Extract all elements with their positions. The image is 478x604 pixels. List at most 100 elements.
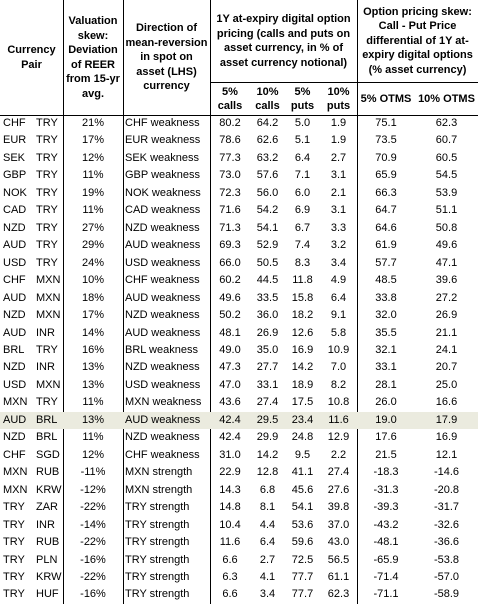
valuation-skew: -16% <box>80 553 106 566</box>
base-currency: MXN <box>3 483 28 496</box>
call-5: 47.0 <box>219 378 241 391</box>
call-10: 12.8 <box>256 466 279 479</box>
valuation-skew: 12% <box>81 448 105 461</box>
table-row: AUD BRL 13% AUD weakness 42.4 29.5 23.4 11.6 19.… <box>0 411 478 430</box>
put-5: 7.1 <box>294 169 311 182</box>
base-currency: AUD <box>3 291 27 304</box>
otms-5: 48.5 <box>375 274 397 287</box>
base-currency: NOK <box>3 186 27 199</box>
otms-5: 32.1 <box>375 343 397 356</box>
valuation-skew: -16% <box>80 588 106 601</box>
call-10: 52.9 <box>256 239 279 252</box>
otms-10: -20.8 <box>433 483 460 496</box>
put-10: 10.8 <box>327 396 350 409</box>
call-5: 31.0 <box>219 448 241 461</box>
otms-10: 26.9 <box>435 309 458 322</box>
call-5: 66.0 <box>219 256 241 269</box>
valuation-skew: 27% <box>81 221 105 234</box>
direction: CHF weakness <box>125 117 200 129</box>
table-row: AUD INR 14% AUD weakness 48.1 26.9 12.6 5.8 35.5… <box>0 325 478 342</box>
quote-currency: KRW <box>36 570 62 583</box>
valuation-skew: 12% <box>81 151 105 164</box>
valuation-skew: 13% <box>81 413 105 426</box>
otms-10: -53.8 <box>433 553 460 566</box>
otms-10: -14.6 <box>433 466 460 479</box>
header-pricing-column: 5% puts <box>290 85 315 113</box>
put-10: 3.4 <box>330 256 347 269</box>
otms-10: 51.1 <box>435 204 458 217</box>
quote-currency: MXN <box>36 274 61 287</box>
valuation-skew: 11% <box>82 396 104 409</box>
call-10: 14.2 <box>256 448 279 461</box>
otms-10: 54.5 <box>435 169 458 182</box>
put-5: 11.8 <box>292 274 313 287</box>
table-row: NOK TRY 19% NOK weakness 72.3 56.0 6.0 2.1 66.3 5… <box>0 185 478 202</box>
put-10: 11.6 <box>328 413 349 426</box>
put-10: 3.2 <box>330 239 347 252</box>
otms-10: 49.6 <box>435 239 458 252</box>
put-10: 1.9 <box>330 134 347 147</box>
base-currency: AUD <box>3 239 27 252</box>
otms-5: 70.9 <box>375 151 397 164</box>
header-divider <box>0 115 478 116</box>
valuation-skew: 11% <box>82 431 104 444</box>
call-10: 2.7 <box>259 553 276 566</box>
valuation-skew: 19% <box>81 186 105 199</box>
quote-currency: TRY <box>36 256 58 269</box>
put-5: 12.6 <box>291 326 314 339</box>
put-5: 6.9 <box>294 204 311 217</box>
direction: CHF weakness <box>125 448 200 461</box>
put-10: 12.9 <box>327 431 350 444</box>
direction: NZD weakness <box>125 309 200 322</box>
otms-10: -58.9 <box>433 588 460 601</box>
table-row: CHF SGD 12% CHF weakness 31.0 14.2 9.5 2.2 21.5 1… <box>0 447 478 464</box>
call-10: 4.1 <box>259 570 276 583</box>
base-currency: CAD <box>3 204 27 217</box>
quote-currency: RUB <box>36 466 60 479</box>
call-10: 33.5 <box>256 291 279 304</box>
call-10: 63.2 <box>256 151 279 164</box>
call-10: 35.0 <box>256 343 279 356</box>
otms-10: 24.1 <box>435 343 458 356</box>
direction: MXN strength <box>125 483 193 496</box>
call-5: 72.3 <box>219 186 241 199</box>
call-10: 33.1 <box>256 378 279 391</box>
put-10: 56.5 <box>327 553 350 566</box>
put-5: 72.5 <box>291 553 314 566</box>
call-5: 50.2 <box>219 309 241 322</box>
valuation-skew: 11% <box>82 204 104 217</box>
direction: MXN weakness <box>125 396 202 409</box>
direction: NZD weakness <box>125 221 200 234</box>
direction: USD weakness <box>125 256 201 269</box>
valuation-skew: 24% <box>81 256 105 269</box>
otms-10: 50.8 <box>435 221 458 234</box>
table-row: MXN TRY 11% MXN weakness 43.6 27.4 17.5 10.8 26.… <box>0 394 478 411</box>
base-currency: TRY <box>3 553 25 566</box>
base-currency: NZD <box>3 361 26 374</box>
put-5: 9.5 <box>294 448 311 461</box>
base-currency: AUD <box>3 326 27 339</box>
table-row: TRY PLN -16% TRY strength 6.6 2.7 72.5 56.5 -65.… <box>0 552 478 569</box>
call-5: 47.3 <box>219 361 241 374</box>
call-10: 6.4 <box>259 536 276 549</box>
valuation-skew: 21% <box>81 117 105 129</box>
otms-5: 61.9 <box>375 239 397 252</box>
base-currency: BRL <box>3 343 25 356</box>
column-divider <box>63 0 64 604</box>
put-5: 7.4 <box>294 239 311 252</box>
direction: NOK weakness <box>125 186 201 199</box>
put-10: 1.9 <box>330 117 347 129</box>
otms-5: -65.9 <box>373 553 399 566</box>
valuation-skew: 16% <box>81 343 105 356</box>
call-10: 8.1 <box>259 501 276 514</box>
call-10: 44.5 <box>256 274 279 287</box>
valuation-skew: -22% <box>80 536 106 549</box>
header-skew-column: 5% OTMS <box>360 92 412 105</box>
call-5: 71.3 <box>219 221 241 234</box>
put-5: 41.1 <box>291 466 314 479</box>
call-10: 50.5 <box>256 256 279 269</box>
call-5: 6.6 <box>222 588 238 601</box>
table-row: NZD TRY 27% NZD weakness 71.3 54.1 6.7 3.3 64.6 5… <box>0 220 478 237</box>
base-currency: GBP <box>3 169 27 182</box>
base-currency: SEK <box>3 151 26 164</box>
